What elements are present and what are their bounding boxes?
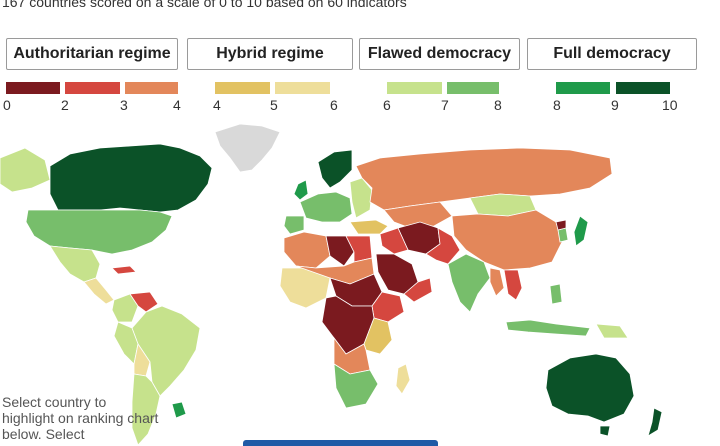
country-venezuela[interactable] [129, 291, 159, 313]
scale-tick: 9 [611, 97, 619, 113]
scale-swatch-9-10 [616, 82, 670, 94]
country-turkey[interactable] [349, 219, 389, 235]
full-democracy-button[interactable]: Full democracy [527, 38, 697, 70]
country-indonesia[interactable] [505, 319, 591, 337]
country-afghanistan-pakistan[interactable] [425, 227, 461, 265]
scale-tick: 10 [662, 97, 678, 113]
scale-tick: 8 [494, 97, 502, 113]
hybrid-regime-button[interactable]: Hybrid regime [187, 38, 353, 70]
country-iberia[interactable] [283, 215, 305, 235]
country-libya[interactable] [325, 235, 355, 267]
scale-swatch-0-2 [6, 82, 60, 94]
scale-tick: 6 [330, 97, 338, 113]
country-china[interactable] [451, 209, 563, 271]
country-uruguay[interactable] [171, 401, 187, 419]
country-cuba[interactable] [111, 265, 137, 275]
country-kazakhstan[interactable] [383, 201, 453, 229]
country-philippines[interactable] [549, 283, 563, 305]
country-japan[interactable] [573, 215, 589, 247]
country-argentina[interactable] [131, 373, 161, 445]
country-south-korea[interactable] [557, 227, 569, 243]
country-india[interactable] [447, 253, 491, 313]
scale-tick: 8 [553, 97, 561, 113]
scale-swatch-7-8 [447, 82, 499, 94]
ranking-chart-button[interactable] [243, 440, 438, 446]
scale-swatch-8-9 [556, 82, 610, 94]
country-iraq-syria[interactable] [379, 227, 409, 255]
scale-tick: 7 [441, 97, 449, 113]
country-australia[interactable] [545, 353, 635, 423]
authoritarian-regime-button[interactable]: Authoritarian regime [6, 38, 178, 70]
country-new-zealand[interactable] [647, 407, 663, 437]
world-map[interactable] [0, 118, 720, 445]
country-usa[interactable] [25, 209, 173, 255]
country-new-guinea[interactable] [595, 323, 629, 339]
country-southern-africa[interactable] [333, 363, 379, 409]
scale-tick: 0 [3, 97, 11, 113]
flawed-democracy-button[interactable]: Flawed democracy [359, 38, 520, 70]
scale-swatch-3-4 [125, 82, 178, 94]
country-scandinavia[interactable] [317, 149, 353, 189]
scale-swatch-2-3 [65, 82, 120, 94]
scale-tick: 4 [213, 97, 221, 113]
country-myanmar[interactable] [489, 267, 505, 297]
country-greenland[interactable] [214, 123, 281, 173]
country-uk[interactable] [293, 179, 309, 201]
country-russia[interactable] [355, 147, 613, 211]
country-morocco-algeria[interactable] [283, 231, 331, 269]
chart-subtitle: 167 countries scored on a scale of 0 to … [2, 0, 407, 10]
scale-swatch-5-6 [275, 82, 330, 94]
country-western-europe[interactable] [299, 191, 353, 223]
country-central-america[interactable] [83, 277, 115, 305]
scale-swatch-4-5 [215, 82, 270, 94]
country-canada[interactable] [49, 143, 213, 213]
country-vietnam-laos[interactable] [503, 269, 523, 301]
scale-tick: 3 [120, 97, 128, 113]
scale-tick: 6 [383, 97, 391, 113]
country-tasmania[interactable] [599, 425, 611, 437]
country-usa-alaska[interactable] [0, 147, 51, 193]
country-mexico[interactable] [49, 245, 101, 283]
country-madagascar[interactable] [395, 363, 411, 395]
scale-tick: 5 [270, 97, 278, 113]
scale-tick: 2 [61, 97, 69, 113]
country-yemen-oman[interactable] [403, 277, 433, 303]
scale-tick: 4 [173, 97, 181, 113]
country-north-korea[interactable] [555, 219, 567, 231]
scale-swatch-6-7 [387, 82, 442, 94]
map-hint-text: Select country to highlight on ranking c… [2, 394, 159, 442]
